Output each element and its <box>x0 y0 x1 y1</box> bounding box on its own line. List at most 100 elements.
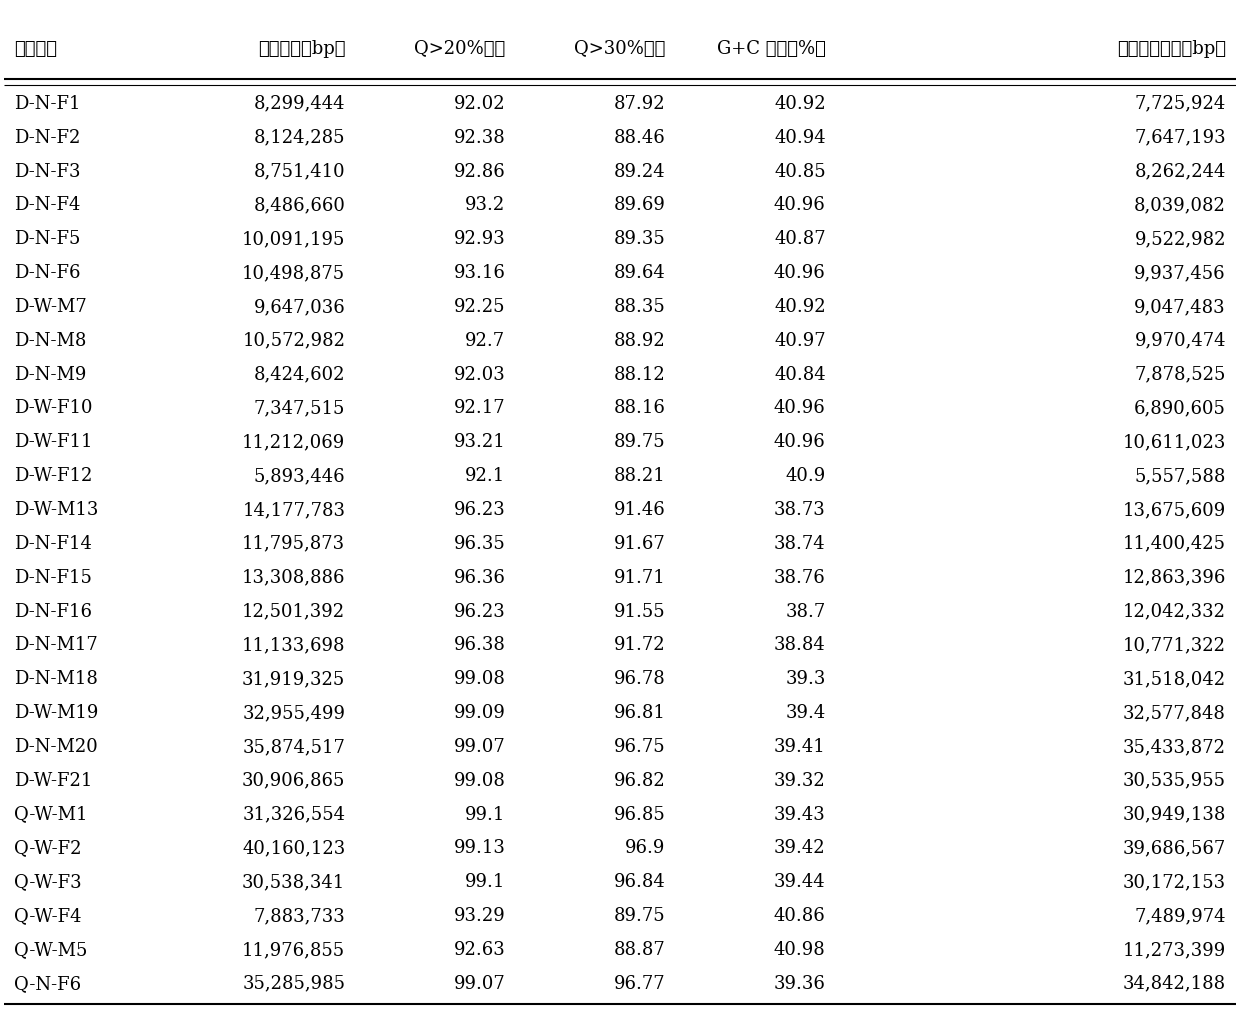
Text: 96.9: 96.9 <box>625 840 666 857</box>
Text: 39,686,567: 39,686,567 <box>1122 840 1226 857</box>
Text: 93.2: 93.2 <box>465 196 506 214</box>
Text: 40.92: 40.92 <box>774 298 826 316</box>
Text: 39.42: 39.42 <box>774 840 826 857</box>
Text: 88.46: 88.46 <box>614 128 666 147</box>
Text: 88.87: 88.87 <box>614 941 666 959</box>
Text: D-W-M19: D-W-M19 <box>14 704 98 722</box>
Text: 99.09: 99.09 <box>454 704 506 722</box>
Text: D-W-M7: D-W-M7 <box>14 298 87 316</box>
Text: 30,906,865: 30,906,865 <box>242 771 345 790</box>
Text: 99.08: 99.08 <box>454 771 506 790</box>
Text: 96.77: 96.77 <box>614 975 666 993</box>
Text: 40.84: 40.84 <box>774 366 826 384</box>
Text: 89.69: 89.69 <box>614 196 666 214</box>
Text: D-N-M17: D-N-M17 <box>14 636 98 655</box>
Text: 91.71: 91.71 <box>614 569 666 586</box>
Text: D-N-F1: D-N-F1 <box>14 95 81 113</box>
Text: 35,285,985: 35,285,985 <box>242 975 345 993</box>
Text: 96.36: 96.36 <box>454 569 506 586</box>
Text: 40.96: 40.96 <box>774 196 826 214</box>
Text: 40.87: 40.87 <box>774 231 826 248</box>
Text: 96.23: 96.23 <box>454 501 506 519</box>
Text: 12,042,332: 12,042,332 <box>1123 603 1226 620</box>
Text: 7,489,974: 7,489,974 <box>1135 907 1226 925</box>
Text: 9,647,036: 9,647,036 <box>254 298 345 316</box>
Text: G+C 比例（%）: G+C 比例（%） <box>717 40 826 58</box>
Text: 7,347,515: 7,347,515 <box>254 399 345 418</box>
Text: D-N-F4: D-N-F4 <box>14 196 81 214</box>
Text: 88.21: 88.21 <box>614 467 666 485</box>
Text: 96.81: 96.81 <box>614 704 666 722</box>
Text: 30,949,138: 30,949,138 <box>1122 805 1226 824</box>
Text: 99.08: 99.08 <box>454 670 506 689</box>
Text: 91.72: 91.72 <box>614 636 666 655</box>
Text: 39.32: 39.32 <box>774 771 826 790</box>
Text: 40.86: 40.86 <box>774 907 826 925</box>
Text: 31,326,554: 31,326,554 <box>242 805 345 824</box>
Text: 34,842,188: 34,842,188 <box>1123 975 1226 993</box>
Text: 91.67: 91.67 <box>614 535 666 553</box>
Text: 96.85: 96.85 <box>614 805 666 824</box>
Text: 9,937,456: 9,937,456 <box>1135 264 1226 282</box>
Text: 39.41: 39.41 <box>774 738 826 756</box>
Text: 8,124,285: 8,124,285 <box>254 128 345 147</box>
Text: Q-W-F4: Q-W-F4 <box>14 907 82 925</box>
Text: 96.82: 96.82 <box>614 771 666 790</box>
Text: 40.94: 40.94 <box>774 128 826 147</box>
Text: 88.12: 88.12 <box>614 366 666 384</box>
Text: D-W-M13: D-W-M13 <box>14 501 98 519</box>
Text: 40.85: 40.85 <box>774 162 826 181</box>
Text: 10,771,322: 10,771,322 <box>1123 636 1226 655</box>
Text: 11,273,399: 11,273,399 <box>1122 941 1226 959</box>
Text: 12,863,396: 12,863,396 <box>1122 569 1226 586</box>
Text: 11,400,425: 11,400,425 <box>1123 535 1226 553</box>
Text: D-N-F3: D-N-F3 <box>14 162 81 181</box>
Text: 9,047,483: 9,047,483 <box>1135 298 1226 316</box>
Text: 96.78: 96.78 <box>614 670 666 689</box>
Text: 96.84: 96.84 <box>614 874 666 891</box>
Text: 92.7: 92.7 <box>465 332 506 349</box>
Text: 13,675,609: 13,675,609 <box>1122 501 1226 519</box>
Text: D-N-F16: D-N-F16 <box>14 603 92 620</box>
Text: 35,433,872: 35,433,872 <box>1123 738 1226 756</box>
Text: 96.38: 96.38 <box>454 636 506 655</box>
Text: D-W-F11: D-W-F11 <box>14 433 93 451</box>
Text: D-N-F15: D-N-F15 <box>14 569 92 586</box>
Text: 40.96: 40.96 <box>774 264 826 282</box>
Text: 31,518,042: 31,518,042 <box>1123 670 1226 689</box>
Text: Q>20%比例: Q>20%比例 <box>414 40 506 58</box>
Text: 30,172,153: 30,172,153 <box>1123 874 1226 891</box>
Text: 96.35: 96.35 <box>454 535 506 553</box>
Text: D-N-F2: D-N-F2 <box>14 128 81 147</box>
Text: 原始数据（bp）: 原始数据（bp） <box>258 40 345 58</box>
Text: 11,133,698: 11,133,698 <box>242 636 345 655</box>
Text: 89.64: 89.64 <box>614 264 666 282</box>
Text: 92.63: 92.63 <box>454 941 506 959</box>
Text: 30,535,955: 30,535,955 <box>1123 771 1226 790</box>
Text: 87.92: 87.92 <box>614 95 666 113</box>
Text: 96.75: 96.75 <box>614 738 666 756</box>
Text: D-N-M18: D-N-M18 <box>14 670 98 689</box>
Text: 11,976,855: 11,976,855 <box>242 941 345 959</box>
Text: 99.07: 99.07 <box>454 738 506 756</box>
Text: 91.46: 91.46 <box>614 501 666 519</box>
Text: 7,725,924: 7,725,924 <box>1135 95 1226 113</box>
Text: 32,577,848: 32,577,848 <box>1123 704 1226 722</box>
Text: 7,878,525: 7,878,525 <box>1135 366 1226 384</box>
Text: Q-W-F2: Q-W-F2 <box>14 840 82 857</box>
Text: 12,501,392: 12,501,392 <box>242 603 345 620</box>
Text: 39.3: 39.3 <box>785 670 826 689</box>
Text: 93.16: 93.16 <box>454 264 506 282</box>
Text: 89.35: 89.35 <box>614 231 666 248</box>
Text: 40,160,123: 40,160,123 <box>242 840 345 857</box>
Text: 10,611,023: 10,611,023 <box>1122 433 1226 451</box>
Text: 14,177,783: 14,177,783 <box>242 501 345 519</box>
Text: 9,522,982: 9,522,982 <box>1135 231 1226 248</box>
Text: 7,647,193: 7,647,193 <box>1135 128 1226 147</box>
Text: 8,262,244: 8,262,244 <box>1135 162 1226 181</box>
Text: 92.86: 92.86 <box>454 162 506 181</box>
Text: 88.16: 88.16 <box>614 399 666 418</box>
Text: 39.36: 39.36 <box>774 975 826 993</box>
Text: 8,039,082: 8,039,082 <box>1135 196 1226 214</box>
Text: 40.98: 40.98 <box>774 941 826 959</box>
